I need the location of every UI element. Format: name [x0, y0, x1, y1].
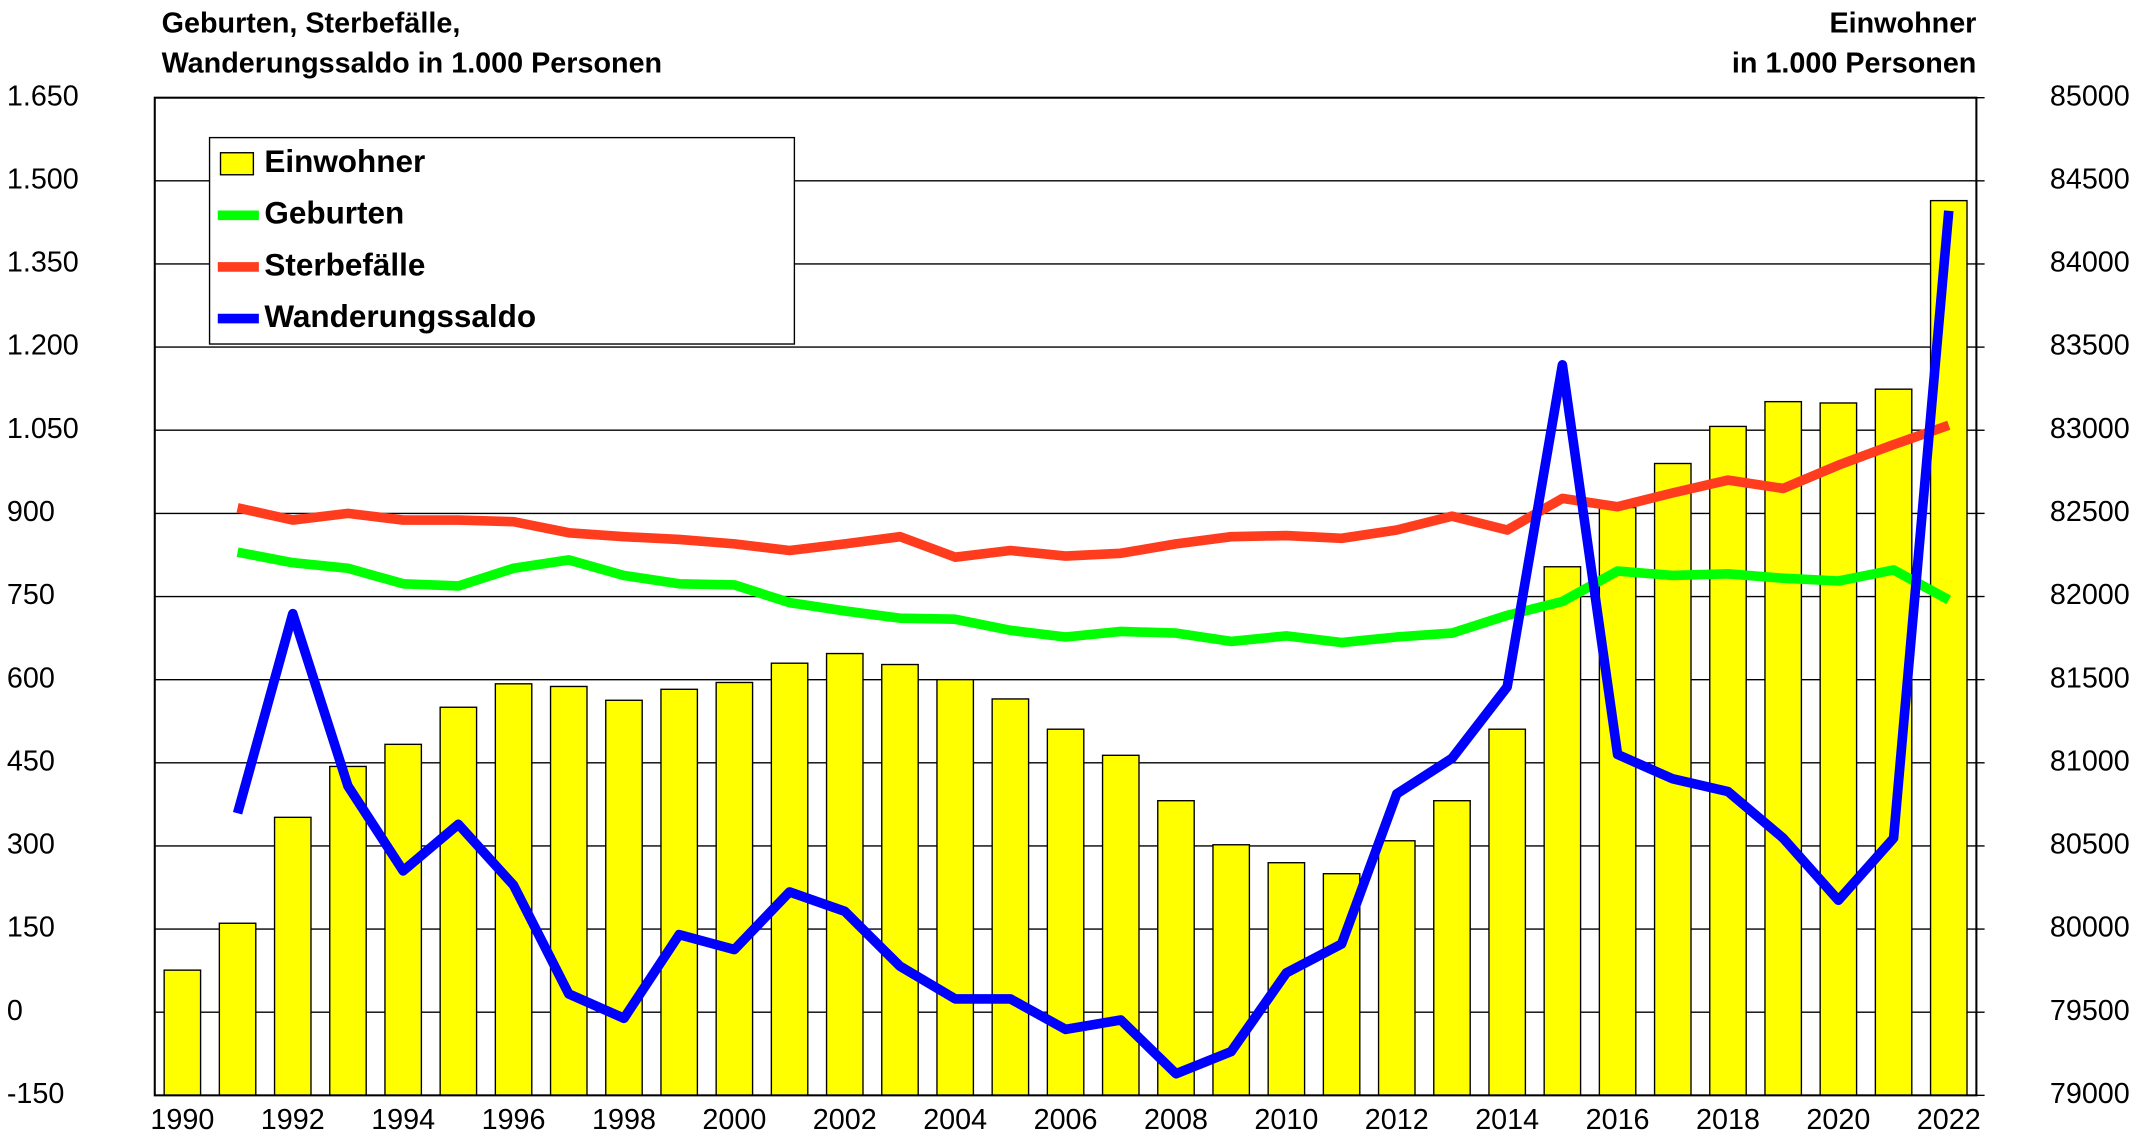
bar: [1377, 840, 1416, 1097]
y2-tick-label: 84500: [2050, 163, 2130, 195]
plot-frame: [153, 96, 1978, 1097]
bar: [218, 922, 257, 1097]
x-tick-label: 2022: [1917, 1104, 1981, 1136]
x-tick-label: 2004: [923, 1104, 987, 1136]
legend-label: Einwohner: [264, 143, 425, 179]
bar: [1543, 566, 1582, 1097]
y-tick-label: 300: [7, 829, 55, 861]
x-tick-label: 1992: [261, 1104, 325, 1136]
bar: [605, 699, 643, 1097]
bar: [329, 765, 367, 1097]
x-tick-label: 2002: [813, 1104, 877, 1136]
y-tick-label: 750: [7, 579, 55, 611]
legend-swatch: [219, 152, 255, 176]
y2-tick-label: 80500: [2050, 829, 2130, 861]
x-tick-label: 2016: [1586, 1104, 1650, 1136]
bar: [1046, 728, 1085, 1097]
bar: [715, 681, 754, 1097]
bar: [163, 969, 202, 1097]
y-tick-label: 150: [7, 912, 55, 944]
x-tick-label: 2006: [1034, 1104, 1098, 1136]
bar: [1101, 754, 1140, 1097]
x-tick-label: 1990: [150, 1104, 214, 1136]
y-tick-label: 1.500: [7, 163, 79, 195]
line-series: [236, 420, 1951, 562]
x-tick-label: 2020: [1806, 1104, 1870, 1136]
y2-tick-label: 83500: [2050, 330, 2130, 362]
bar: [1433, 800, 1471, 1097]
y-tick-label: 450: [7, 745, 55, 777]
bar: [549, 685, 588, 1097]
y2-tick-label: 79000: [2050, 1078, 2130, 1110]
x-tick-label: 1998: [592, 1104, 656, 1136]
bar: [936, 678, 975, 1097]
y-tick-label: -150: [7, 1078, 65, 1110]
bar: [1819, 402, 1858, 1097]
legend-box: [208, 136, 796, 345]
bar: [881, 663, 919, 1097]
line-series: [232, 210, 1954, 1079]
x-tick-label: 1996: [482, 1104, 546, 1136]
bar: [384, 743, 423, 1097]
y2-axis-title: Einwohner: [1829, 7, 1976, 39]
x-tick-label: 2010: [1254, 1104, 1318, 1136]
bar: [439, 706, 478, 1097]
bar: [1764, 400, 1803, 1097]
y2-tick-label: 81000: [2050, 745, 2130, 777]
legend-label: Sterbefälle: [264, 246, 425, 282]
y-tick-label: 1.200: [7, 330, 79, 362]
x-tick-label: 2000: [702, 1104, 766, 1136]
y-tick-label: 1.350: [7, 247, 79, 279]
y2-tick-label: 80000: [2050, 912, 2130, 944]
y2-tick-label: 81500: [2050, 662, 2130, 694]
y-tick-label: 1.050: [7, 413, 79, 445]
y2-tick-label: 85000: [2050, 80, 2130, 112]
y-tick-label: 900: [7, 496, 55, 528]
y2-tick-label: 84000: [2050, 247, 2130, 279]
x-tick-label: 2014: [1475, 1104, 1539, 1136]
y2-tick-label: 83000: [2050, 413, 2130, 445]
y-tick-label: 600: [7, 662, 55, 694]
bar: [1488, 728, 1527, 1097]
bar: [1709, 425, 1747, 1097]
bar: [1157, 800, 1195, 1097]
bar: [1598, 506, 1637, 1097]
y-tick-label: 1.650: [7, 80, 79, 112]
x-tick-label: 1994: [371, 1104, 435, 1136]
x-tick-label: 2018: [1696, 1104, 1760, 1136]
y-axis-title: Wanderungssaldo in 1.000 Personen: [162, 47, 663, 79]
legend-label: Wanderungssaldo: [264, 298, 536, 334]
bar: [273, 816, 312, 1097]
x-tick-label: 2012: [1365, 1104, 1429, 1136]
bar: [825, 652, 864, 1097]
bar: [660, 688, 699, 1097]
line-series: [236, 547, 1952, 648]
legend-label: Geburten: [264, 195, 404, 231]
x-tick-label: 2008: [1144, 1104, 1208, 1136]
y-tick-label: 0: [7, 995, 23, 1027]
y-axis-title: Geburten, Sterbefälle,: [162, 7, 461, 39]
y2-tick-label: 82000: [2050, 579, 2130, 611]
y2-axis-title: in 1.000 Personen: [1732, 47, 1976, 79]
y2-tick-label: 79500: [2050, 995, 2130, 1027]
bar: [770, 662, 809, 1097]
bar: [991, 698, 1030, 1097]
y2-tick-label: 82500: [2050, 496, 2130, 528]
